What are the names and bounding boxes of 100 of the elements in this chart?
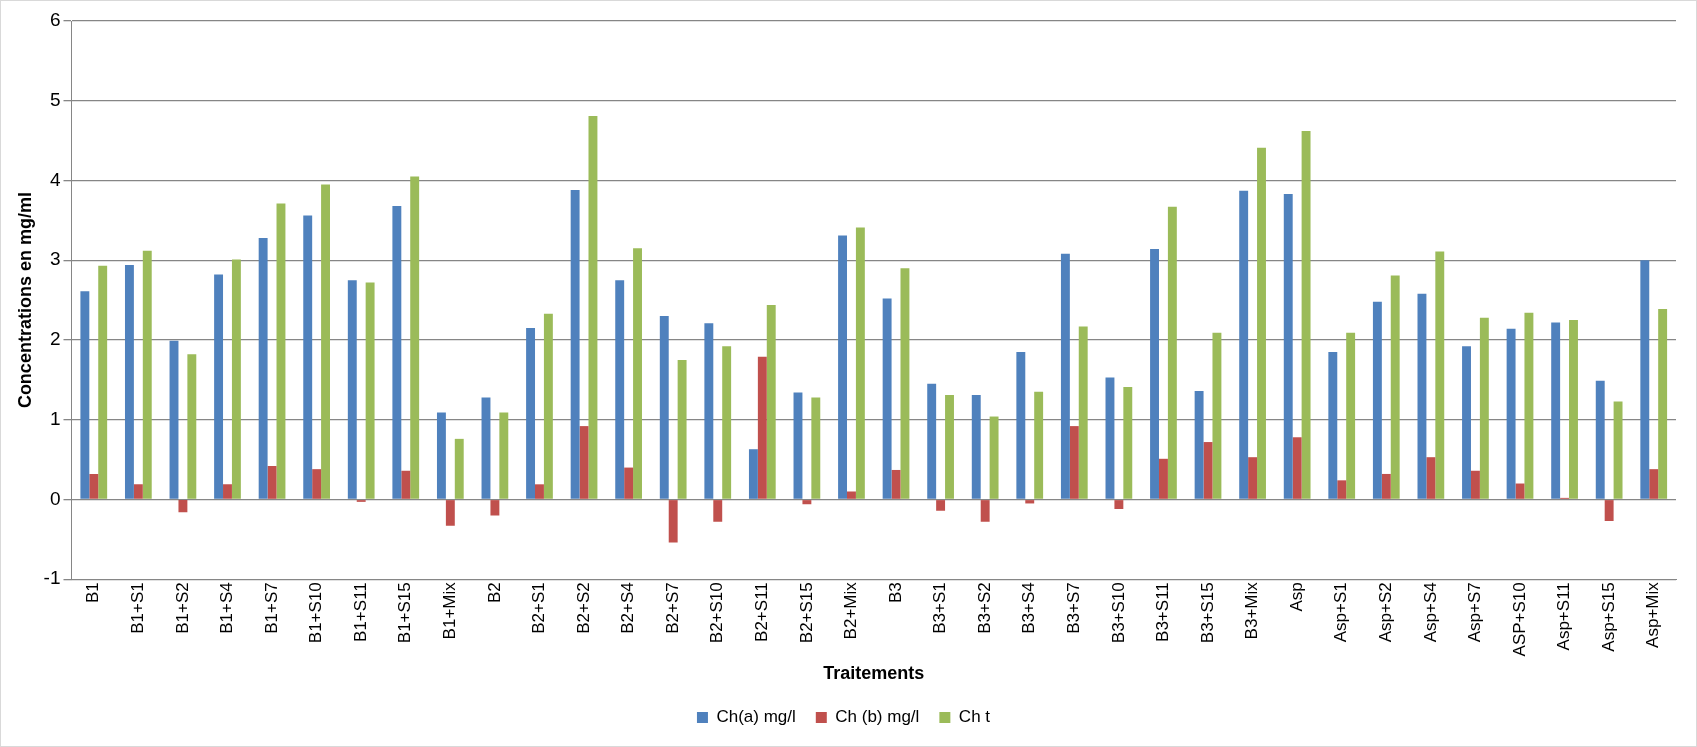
x-tick-label: B1+S15 — [395, 582, 415, 644]
x-tick-label: Asp — [1286, 582, 1306, 612]
bar — [169, 340, 179, 499]
bar — [891, 469, 901, 499]
bar — [1060, 253, 1070, 499]
bar — [499, 412, 509, 499]
x-tick-label: Asp+S4 — [1420, 582, 1440, 643]
x-tick-label: B1+S7 — [261, 582, 281, 634]
x-tick-label: B2+S1 — [529, 582, 549, 634]
bar — [802, 500, 812, 505]
bar — [882, 298, 892, 499]
bar — [303, 215, 313, 499]
bar — [124, 265, 134, 499]
bar — [1649, 469, 1659, 499]
bar — [1069, 426, 1079, 499]
bar — [1595, 380, 1605, 499]
bar — [980, 500, 990, 522]
bar — [1283, 194, 1293, 499]
bar — [1257, 147, 1266, 499]
x-tick-label: B2+S2 — [573, 582, 593, 634]
y-axis-title: Concentrations en mg/ml — [14, 192, 35, 409]
bar — [659, 316, 669, 499]
x-tick-label: B2+S15 — [796, 582, 816, 644]
bar — [187, 354, 197, 499]
bar — [579, 426, 589, 499]
bar — [847, 491, 856, 499]
y-tick-label: 4 — [49, 168, 61, 190]
x-tick-label: B3+S1 — [930, 582, 950, 634]
x-tick-label: B3+Mix — [1242, 581, 1262, 640]
bar — [1337, 480, 1347, 499]
bar — [214, 274, 224, 499]
bar — [713, 500, 723, 522]
bar — [668, 500, 678, 543]
bar — [811, 397, 821, 499]
x-tick-label: B3+S11 — [1153, 582, 1173, 642]
bar — [543, 313, 553, 499]
bar — [900, 268, 910, 499]
x-tick-label: B2+S4 — [618, 582, 638, 634]
y-tick-label: 6 — [49, 9, 61, 31]
bar — [1658, 308, 1668, 499]
x-tick-label: B3+S2 — [974, 582, 994, 634]
x-tick-label: B2+S7 — [662, 582, 682, 634]
bar — [231, 259, 241, 499]
y-tick-label: 5 — [49, 88, 61, 110]
bar — [401, 470, 411, 499]
bar — [133, 484, 143, 499]
bar — [1034, 391, 1044, 499]
bar — [615, 280, 625, 499]
bar — [1390, 275, 1400, 499]
bar — [927, 383, 937, 499]
bar — [535, 484, 544, 499]
bar — [1426, 457, 1436, 499]
bar — [410, 176, 420, 499]
bar — [490, 500, 500, 516]
bar — [1381, 473, 1391, 499]
y-tick-label: 2 — [49, 328, 61, 350]
bar — [89, 473, 99, 499]
bar — [989, 416, 999, 499]
bar — [766, 304, 776, 499]
bar — [1462, 346, 1471, 499]
x-tick-label: B2+Mix — [841, 581, 861, 640]
bar — [1194, 391, 1204, 499]
bar — [1417, 293, 1427, 499]
bar — [312, 469, 322, 499]
bar — [98, 265, 108, 499]
x-tick-label: B2 — [484, 582, 504, 603]
bar — [178, 500, 188, 513]
x-tick-label: B1+S10 — [306, 582, 326, 644]
y-tick-label: 1 — [49, 407, 61, 429]
legend-label: Ch (b) mg/l — [835, 707, 920, 727]
bar — [454, 438, 464, 499]
bar — [1346, 332, 1356, 499]
bar — [1078, 326, 1088, 499]
bar — [1150, 249, 1159, 499]
y-tick-label: 0 — [49, 487, 61, 509]
x-tick-label: B3 — [885, 582, 905, 603]
y-tick-label: 3 — [49, 248, 61, 270]
bar — [757, 356, 767, 499]
x-tick-label: Asp+S15 — [1598, 582, 1618, 652]
bar — [321, 184, 330, 499]
bar — [1470, 470, 1480, 499]
bar — [258, 237, 268, 499]
bar — [1479, 317, 1489, 499]
legend-label: Ch(a) mg/l — [716, 707, 796, 727]
bar — [838, 235, 848, 499]
bar — [677, 359, 687, 499]
bar — [624, 467, 634, 499]
x-tick-label: B1+S2 — [172, 582, 192, 634]
x-tick-label: ASP+S10 — [1509, 582, 1529, 657]
y-tick-label: -1 — [43, 567, 61, 589]
bar — [1551, 322, 1561, 499]
bar — [392, 206, 402, 499]
bar — [365, 282, 375, 499]
x-axis-title: Traitements — [823, 663, 925, 684]
bar — [276, 203, 286, 499]
bar — [436, 412, 446, 499]
x-tick-label: B3+S4 — [1019, 582, 1039, 634]
bar — [526, 328, 536, 499]
bar — [267, 465, 277, 499]
bar — [945, 395, 954, 499]
